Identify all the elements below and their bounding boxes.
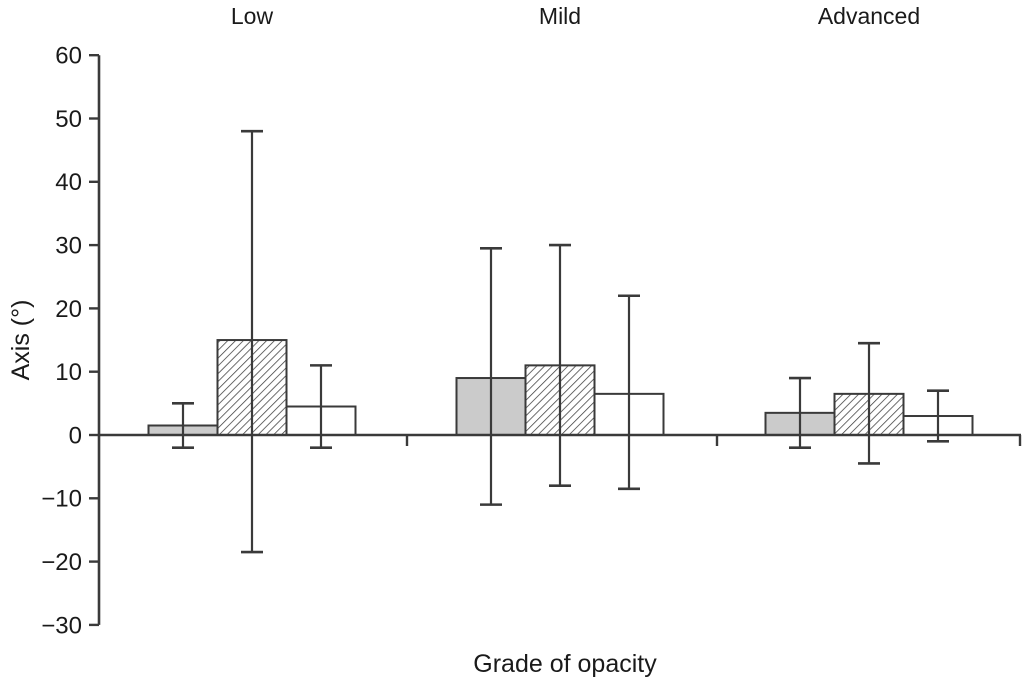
category-label-low: Low <box>231 3 274 29</box>
y-axis-title: Axis (°) <box>7 300 35 381</box>
plot-area: −30 −20 −10 0 10 20 30 40 50 60 Low Mild Advanced <box>41 3 1022 639</box>
x-axis-title: Grade of opacity <box>473 650 657 678</box>
y-tick-label: −20 <box>41 549 82 576</box>
y-tick-label: 60 <box>55 43 82 70</box>
category-label-mild: Mild <box>539 3 581 29</box>
y-tick-label: 0 <box>69 422 82 449</box>
category-label-advanced: Advanced <box>818 3 920 29</box>
y-tick-label: 30 <box>55 233 82 260</box>
y-tick-label: 10 <box>55 359 82 386</box>
y-tick-label: 50 <box>55 106 82 133</box>
y-tick-label: 40 <box>55 169 82 196</box>
y-tick-label: −10 <box>41 486 82 513</box>
y-tick-label: 20 <box>55 296 82 323</box>
y-tick-label: −30 <box>41 612 82 639</box>
